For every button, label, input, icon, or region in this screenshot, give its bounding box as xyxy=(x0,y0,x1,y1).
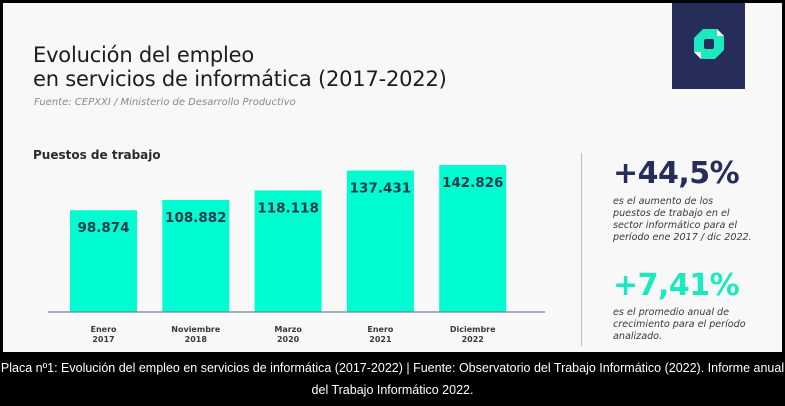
x-tick-label: Noviembre xyxy=(171,325,221,334)
chart-title: Puestos de trabajo xyxy=(33,148,161,162)
x-tick-label: Enero xyxy=(90,325,117,334)
bar-value-label: 98.874 xyxy=(77,220,129,236)
x-tick-label: Diciembre xyxy=(450,325,496,334)
x-tick-label: 2022 xyxy=(462,335,484,344)
bar-value-label: 137.431 xyxy=(350,181,412,197)
bar-0 xyxy=(70,210,137,312)
x-tick-label: Marzo xyxy=(274,325,302,334)
bar-4 xyxy=(439,165,507,312)
stat-growth-annual: +7,41% xyxy=(613,268,740,303)
x-tick-label: 2021 xyxy=(369,335,392,344)
source-note: Fuente: CEPXXI / Ministerio de Desarroll… xyxy=(34,97,296,108)
title-line-2: en servicios de informática (2017-2022) xyxy=(33,67,447,91)
bar-value-label: 118.118 xyxy=(257,200,319,216)
bar-chart: 98.874 108.882 118.118 137.431 142.826 Enero… xyxy=(48,165,545,344)
stat-growth-total: +44,5% xyxy=(613,156,740,191)
brand-logo-icon xyxy=(694,29,724,59)
bar-1 xyxy=(162,199,230,312)
x-tick-label: 2018 xyxy=(185,335,208,344)
x-tick-label: 2017 xyxy=(92,335,114,344)
stat-growth-annual-description: es el promedio anual de crecimiento para… xyxy=(613,307,746,342)
bar-2 xyxy=(254,190,322,312)
infographic-panel: Evolución del empleo en servicios de inf… xyxy=(3,3,782,352)
bar-value-label: 108.882 xyxy=(165,210,227,226)
bar-value-label: 142.826 xyxy=(442,175,504,191)
bar-3 xyxy=(346,170,414,312)
x-tick-label: 2020 xyxy=(277,335,300,344)
title-line-1: Evolución del empleo xyxy=(33,43,254,67)
stat-growth-total-description: es el aumento de los puestos de trabajo … xyxy=(613,196,752,243)
brand-logo xyxy=(672,3,745,89)
figure-caption: Placa nº1: Evolución del empleo en servi… xyxy=(0,361,785,397)
vertical-divider xyxy=(581,153,582,346)
x-tick-label: Enero xyxy=(367,325,394,334)
